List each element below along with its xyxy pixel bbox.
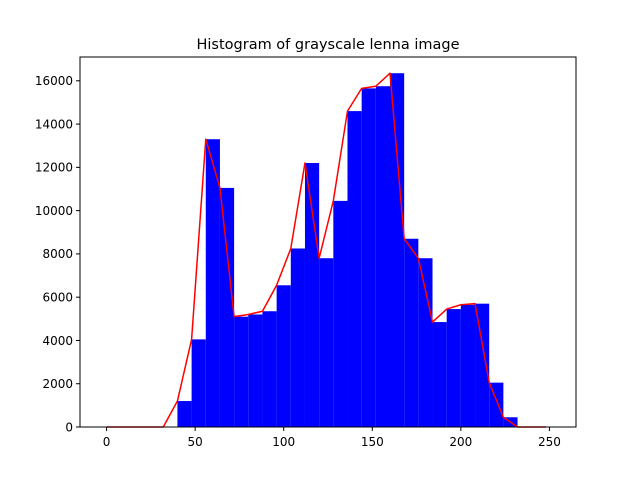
histogram-bar [262,311,277,427]
histogram-bar [248,314,263,427]
y-tick-label: 14000 [35,117,73,131]
x-tick-label: 0 [103,435,111,449]
histogram-bar [347,111,362,427]
histogram-bar [234,316,249,427]
y-tick-label: 6000 [42,290,73,304]
density-line [106,72,546,428]
histogram-bar [205,139,220,427]
histogram-bar [177,401,192,427]
histogram-bar [432,322,447,427]
plot-frame [79,56,577,428]
histogram-bar [361,88,376,427]
histogram-bar [219,187,235,427]
histogram-bar [390,73,405,427]
x-tick-label: 150 [361,435,384,449]
histogram-bar [460,304,476,427]
x-tick-label: 200 [449,435,472,449]
x-tick-label: 100 [272,435,295,449]
x-tick-label: 50 [188,435,203,449]
y-tick-label: 0 [65,420,73,434]
histogram-bar [333,200,348,427]
histogram-bar [404,238,419,427]
histogram-bar [304,163,320,428]
histogram-bar [290,248,305,427]
x-tick-label: 250 [538,435,561,449]
y-tick-label: 16000 [35,74,73,88]
density-line-series [106,72,546,428]
histogram-bars [177,73,518,428]
y-tick-label: 8000 [42,247,73,261]
histogram-bar [375,86,390,428]
y-tick-label: 10000 [35,204,73,218]
histogram-bar [418,258,433,427]
histogram-bar [191,339,206,427]
x-axis: 0 50 100 150 200 250 [103,427,561,449]
y-tick-label: 4000 [42,334,73,348]
histogram-bar [475,303,490,427]
y-tick-label: 2000 [42,377,73,391]
y-tick-label: 12000 [35,161,73,175]
histogram-bar [446,309,461,427]
histogram-bar [489,382,504,427]
chart-title: Histogram of grayscale lenna image [196,37,459,53]
histogram-bar [276,285,291,427]
histogram-bar [319,258,334,427]
y-axis: 0 2000 4000 6000 8000 10000 12000 14000 16000 [35,74,80,434]
